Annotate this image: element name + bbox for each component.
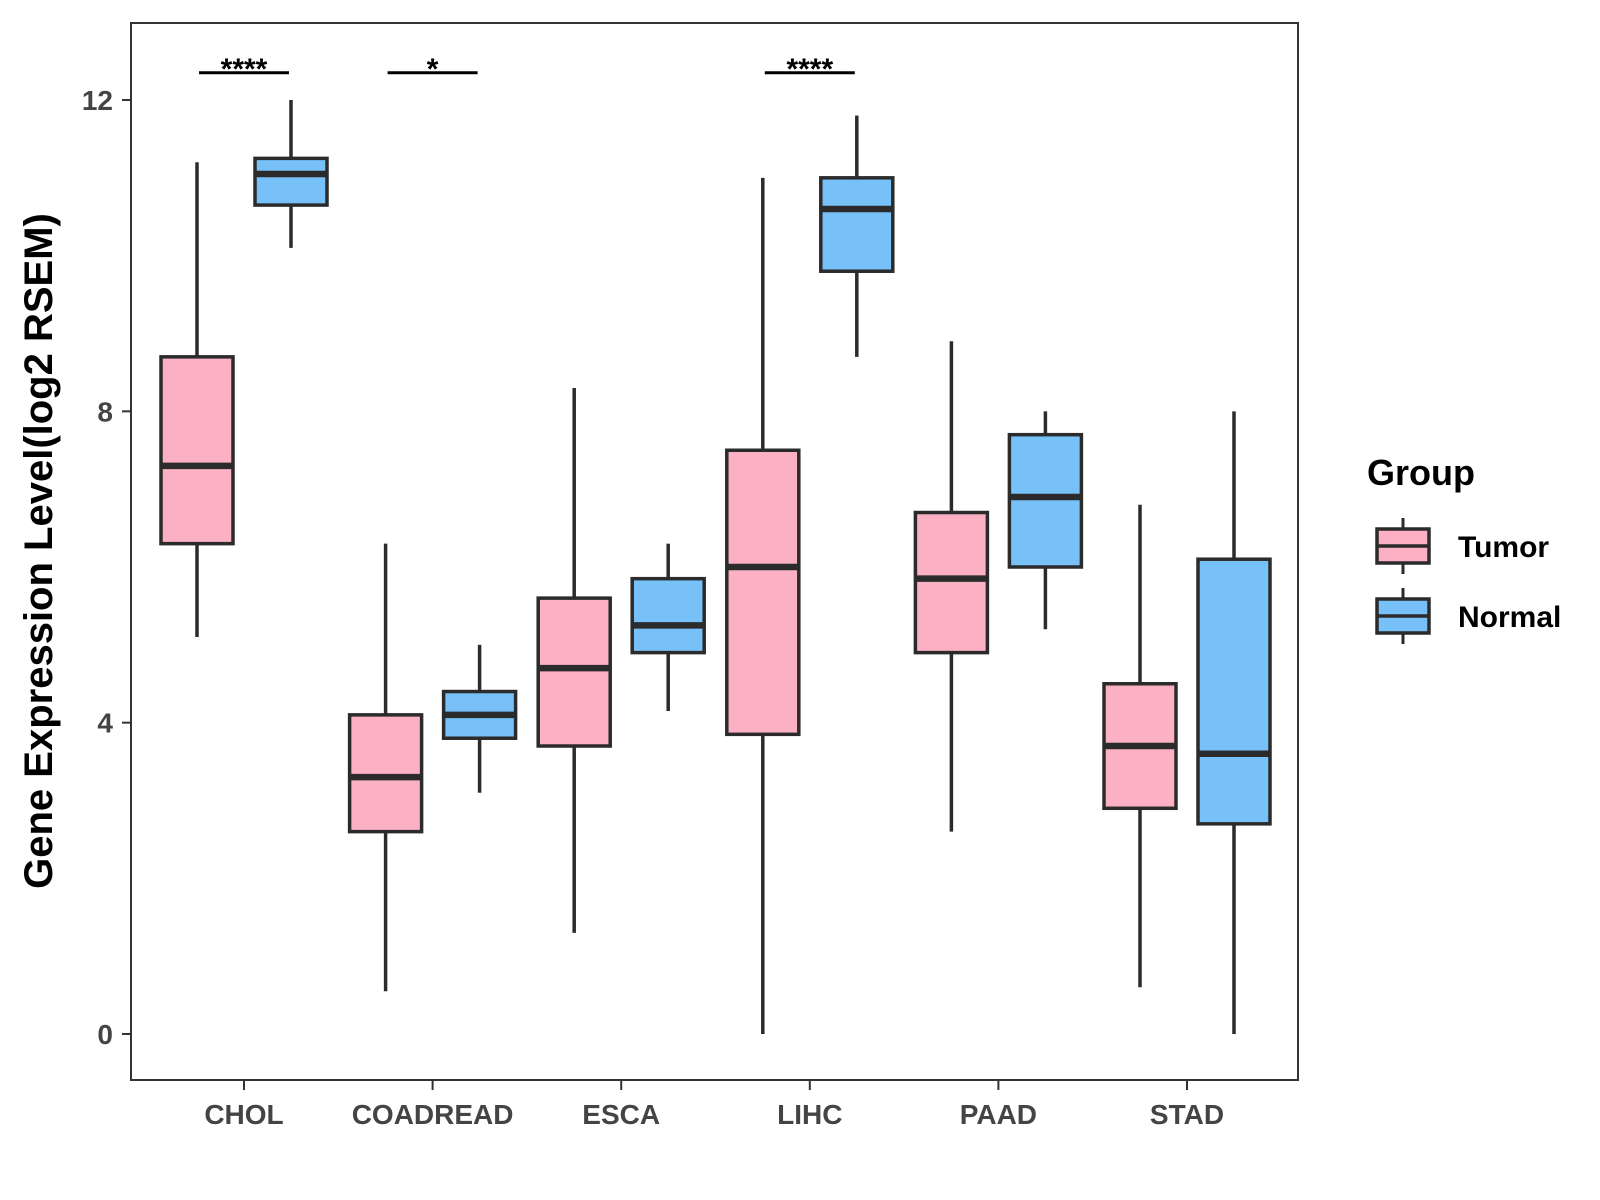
- x-tick-label: ESCA: [582, 1099, 660, 1130]
- box-normal-paad: [1007, 411, 1084, 630]
- box-tumor-chol: [159, 162, 235, 638]
- significance-chol: ****: [199, 53, 289, 86]
- box-tumor-coadread: [347, 543, 424, 992]
- significance-label: ****: [786, 53, 833, 86]
- significance-coadread: *: [387, 53, 478, 86]
- y-tick-label: 8: [97, 396, 113, 427]
- legend-item-tumor: Tumor: [1375, 518, 1549, 574]
- x-axis: CHOL COADREAD ESCA LIHC PAAD STAD: [204, 1080, 1224, 1130]
- significance-label: ****: [221, 53, 268, 86]
- box-normal-coadread: [441, 644, 518, 793]
- legend-label: Normal: [1458, 601, 1561, 634]
- significance-label: *: [427, 53, 439, 86]
- box-tumor-lihc: [725, 177, 801, 1034]
- y-tick-label: 12: [82, 85, 113, 116]
- box-tumor-paad: [913, 341, 990, 832]
- box-iqr: [725, 448, 801, 737]
- box-iqr: [1196, 557, 1272, 826]
- y-tick-label: 4: [97, 708, 113, 739]
- box-tumor-esca: [536, 387, 612, 933]
- y-axis-label: Gene Expression Level(log2 RSEM): [17, 213, 61, 889]
- y-tick-label: 0: [97, 1019, 113, 1050]
- box-iqr: [347, 713, 424, 834]
- legend-label: Tumor: [1458, 531, 1549, 564]
- box-iqr: [819, 176, 895, 273]
- x-tick-label: PAAD: [960, 1099, 1037, 1130]
- plot-panel-border: [130, 22, 1299, 1081]
- box-iqr: [630, 576, 706, 655]
- box-tumor-stad: [1102, 504, 1178, 988]
- significance-lihc: ****: [764, 53, 855, 86]
- x-tick-label: LIHC: [777, 1099, 842, 1130]
- x-tick-label: CHOL: [204, 1099, 283, 1130]
- legend: Group Tumor Normal: [1367, 452, 1561, 644]
- boxes-layer: [159, 100, 1272, 1034]
- y-axis: 0 4 8 12: [82, 85, 131, 1050]
- box-normal-chol: [253, 100, 329, 248]
- box-normal-lihc: [819, 115, 895, 357]
- box-iqr: [159, 355, 235, 546]
- legend-item-normal: Normal: [1375, 588, 1561, 644]
- significance-annotations: **** * ****: [199, 53, 855, 86]
- box-iqr: [253, 156, 329, 207]
- x-tick-label: STAD: [1150, 1099, 1224, 1130]
- box-iqr: [913, 510, 990, 655]
- box-iqr: [536, 596, 612, 748]
- box-iqr: [1007, 432, 1084, 569]
- box-normal-stad: [1196, 411, 1272, 1034]
- box-normal-esca: [630, 543, 706, 711]
- x-tick-label: COADREAD: [352, 1099, 514, 1130]
- legend-title: Group: [1367, 452, 1475, 493]
